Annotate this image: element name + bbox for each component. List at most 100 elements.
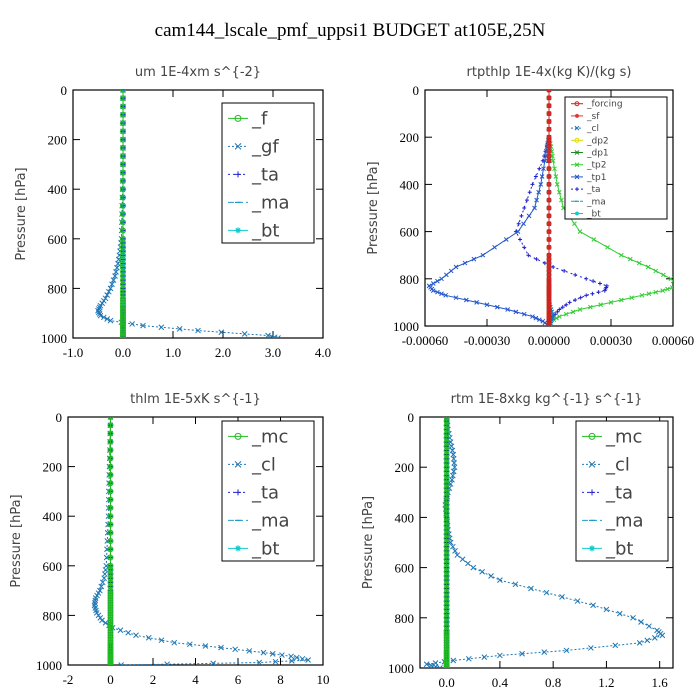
point-mc (107, 417, 114, 420)
point-forcing (546, 236, 552, 242)
point-tp1 (471, 256, 477, 262)
point-mc (443, 514, 450, 521)
point-cl (497, 577, 503, 584)
point-cl (470, 564, 477, 571)
point-mc (443, 472, 450, 479)
point-mc (443, 556, 450, 563)
legend-marker-tp2 (574, 162, 580, 168)
point-gf (140, 322, 146, 329)
point-mc (443, 485, 450, 492)
point-cl (288, 658, 295, 664)
y-axis-label: Pressure [hPa] (9, 494, 24, 587)
point-tp2 (554, 315, 559, 321)
legend-label-f: _f (251, 108, 268, 129)
point-tp1 (462, 260, 468, 266)
point-gf (105, 288, 112, 295)
point-forcing (546, 213, 552, 219)
point-forcing (546, 297, 552, 303)
point-tp1 (444, 272, 449, 278)
point-mc (107, 447, 114, 454)
point-mc (107, 529, 114, 536)
point-cl (269, 650, 276, 657)
legend-label-ma: _ma (251, 510, 290, 531)
point-mc (107, 521, 114, 528)
point-mc (443, 439, 450, 446)
point-gf (107, 285, 114, 292)
point-cl (454, 552, 461, 558)
y-axis-label: Pressure [hPa] (361, 496, 376, 589)
x-tick-label: -2 (63, 672, 74, 687)
point-ta (518, 237, 523, 242)
y-tick-label: 800 (395, 611, 415, 626)
y-tick-label: 200 (48, 133, 68, 148)
point-cl (256, 659, 263, 665)
point-ta (560, 305, 565, 310)
point-cl (481, 654, 488, 660)
point-tp1 (515, 229, 521, 234)
point-f (120, 219, 126, 226)
point-mc (107, 471, 114, 478)
point-forcing (546, 286, 552, 292)
point-cl (125, 629, 132, 636)
point-cl (299, 655, 306, 662)
legend-marker-bt (235, 227, 241, 234)
point-mc (443, 535, 450, 542)
legend-label-ma: _ma (586, 197, 606, 207)
point-f (120, 177, 126, 184)
point-cl (428, 662, 434, 668)
point-cl (293, 654, 300, 661)
point-f (120, 186, 126, 193)
point-f (120, 244, 126, 251)
point-gf (275, 335, 281, 338)
point-tp1 (435, 289, 440, 295)
point-f (120, 288, 126, 295)
point-gf (129, 321, 136, 327)
y-tick-label: 600 (48, 232, 68, 247)
point-mc (443, 426, 450, 433)
legend-marker-gf (234, 143, 242, 150)
y-axis-label: Pressure [hPa] (14, 167, 29, 260)
point-mc (443, 480, 450, 487)
legend-marker-dp1 (574, 150, 580, 155)
point-ta (537, 166, 542, 171)
point-mc (443, 531, 450, 538)
point-f (120, 281, 126, 288)
legend-label-ta: _ta (605, 482, 633, 503)
point-ta (557, 307, 562, 312)
legend-box (575, 420, 669, 562)
point-tp2 (605, 244, 610, 250)
y-tick-label: 400 (395, 510, 415, 525)
point-mc (107, 583, 114, 590)
point-mc (443, 451, 450, 458)
point-ta (584, 293, 589, 298)
point-cl (574, 598, 581, 604)
point-gf (110, 277, 117, 283)
point-tp1 (505, 307, 511, 312)
point-tp2 (556, 189, 562, 195)
point-gf (113, 269, 119, 275)
point-f (120, 128, 126, 135)
x-tick-label: 2 (150, 672, 157, 687)
point-f (120, 260, 126, 267)
point-cl (99, 579, 106, 586)
point-gf (114, 264, 120, 271)
legend-marker-bt (575, 211, 579, 216)
point-tp1 (537, 317, 542, 323)
plot-frame (72, 89, 324, 339)
point-forcing (546, 314, 552, 320)
point-ta (573, 298, 578, 303)
point-forcing (546, 174, 552, 180)
point-forcing (546, 137, 552, 143)
y-tick-label: 400 (48, 182, 68, 197)
point-tp2 (653, 289, 659, 295)
point-gf (268, 333, 275, 338)
point-gf (119, 202, 126, 209)
point-mc (107, 513, 114, 520)
legend-marker-ta (589, 489, 595, 496)
point-mc (443, 547, 450, 554)
point-mc (443, 577, 450, 584)
point-cl (106, 455, 113, 462)
point-cl (437, 665, 443, 668)
point-ta (522, 206, 527, 210)
